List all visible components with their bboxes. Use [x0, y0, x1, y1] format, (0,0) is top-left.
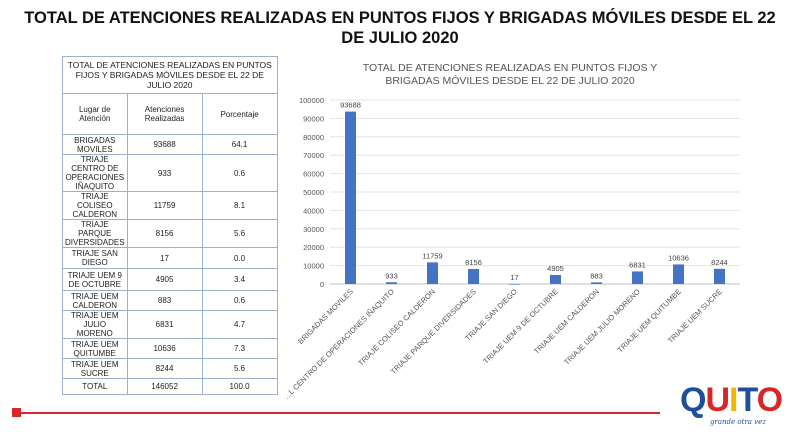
logo-letter: U [705, 381, 730, 419]
x-tick-label: TRIAJE PARQUE DIVERSIDADES [389, 287, 478, 376]
chart-title: TOTAL DE ATENCIONES REALIZADAS EN PUNTOS… [362, 62, 658, 87]
cell-atenciones: 11759 [126, 191, 203, 220]
data-label: 17 [510, 273, 518, 282]
bar [345, 111, 356, 285]
table-header-row: Lugar de Atención Atenciones Realizadas … [62, 93, 278, 135]
header-atenciones: Atenciones Realizadas [126, 93, 203, 135]
x-tick-label: TRIAJE COLISEO CALDERON [356, 287, 437, 368]
attentions-table: TOTAL DE ATENCIONES REALIZADAS EN PUNTOS… [62, 56, 278, 395]
logo-letter: T [737, 381, 757, 419]
y-tick-label: 30000 [303, 225, 324, 234]
data-label: 93688 [340, 101, 361, 110]
bar [714, 268, 725, 284]
y-tick-label: 50000 [303, 188, 324, 197]
logo-word: QUITO [680, 380, 783, 420]
logo-letter: O [756, 381, 783, 419]
data-label: 883 [590, 271, 603, 280]
header-lugar: Lugar de Atención [62, 93, 128, 135]
table-caption: TOTAL DE ATENCIONES REALIZADAS EN PUNTOS… [62, 56, 278, 94]
decor-line [20, 412, 660, 414]
x-tick-label: TRIAJE UEM JULIO MORENO [562, 287, 642, 367]
table-row: TRIAJE COLISEO CALDERON 11759 8.1 [62, 191, 278, 220]
y-tick-label: 20000 [303, 243, 324, 252]
bar [591, 282, 602, 284]
cell-total-atenciones: 146052 [126, 378, 203, 395]
cell-total-porcentaje: 100.0 [201, 378, 278, 395]
bar [673, 264, 684, 284]
data-label: 11759 [422, 251, 442, 260]
cell-atenciones: 8156 [126, 219, 203, 248]
bar [427, 262, 438, 284]
y-tick-label: 0 [320, 280, 324, 289]
data-label: 8156 [465, 258, 482, 267]
x-tick-label: TRIAJE UEM 9 DE OCTUBRE [481, 287, 560, 366]
cell-lugar: TRIAJE CENTRO DE OPERACIONES IÑAQUITO [62, 154, 128, 192]
bar [386, 282, 397, 284]
data-label: 10636 [668, 253, 689, 262]
quito-logo: QUITO grande otra vez [680, 380, 783, 436]
slide-title: TOTAL DE ATENCIONES REALIZADAS EN PUNTOS… [24, 9, 776, 47]
cell-porcentaje: 5.6 [201, 219, 278, 248]
header-porcentaje: Porcentaje [201, 93, 278, 135]
cell-porcentaje: 4.7 [201, 310, 278, 339]
table-row: TRIAJE UEM 9 DE OCTUBRE 4905 3.4 [62, 268, 278, 291]
table-total-row: TOTAL 146052 100.0 [62, 378, 278, 395]
data-label: 8244 [711, 258, 728, 267]
table-row: BRIGADAS MOVILES 93688 64.1 [62, 134, 278, 155]
logo-letter: Q [680, 381, 706, 419]
logo-tagline: grande otra vez [710, 418, 766, 426]
logo-letter: I [729, 381, 739, 419]
data-label: 4905 [547, 264, 564, 273]
bar [632, 271, 643, 284]
data-label: 6831 [629, 260, 646, 269]
table-row: TRIAJE PARQUE DIVERSIDADES 8156 5.6 [62, 219, 278, 248]
table-row: TRIAJE SAN DIEGO 17 0.0 [62, 247, 278, 269]
bar [550, 274, 561, 284]
bar [509, 283, 520, 285]
y-tick-label: 10000 [303, 262, 324, 271]
y-tick-label: 90000 [303, 114, 324, 123]
y-tick-label: 80000 [303, 133, 324, 142]
y-tick-label: 70000 [303, 151, 324, 160]
y-tick-label: 100000 [299, 96, 324, 105]
bar [468, 268, 479, 284]
y-tick-label: 40000 [303, 206, 324, 215]
table-row: TRIAJE UEM JULIO MORENO 6831 4.7 [62, 310, 278, 339]
decor-square [12, 408, 21, 417]
data-label: 933 [385, 271, 398, 280]
cell-lugar: TRIAJE SAN DIEGO [62, 247, 128, 269]
y-tick-label: 60000 [303, 170, 324, 179]
